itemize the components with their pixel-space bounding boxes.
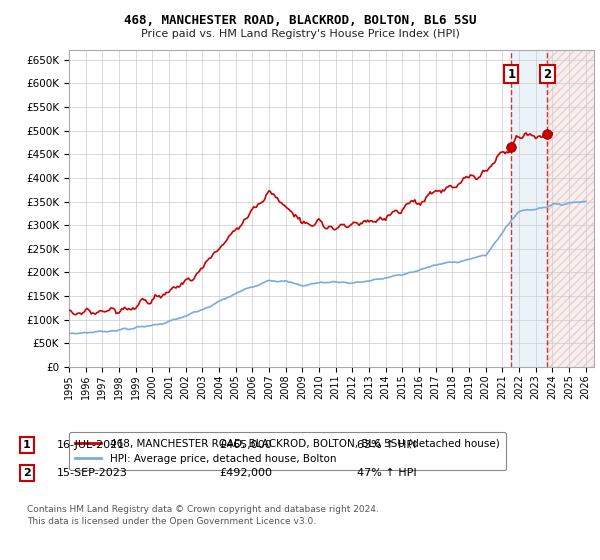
Text: 63% ↑ HPI: 63% ↑ HPI [357, 440, 416, 450]
Bar [511, 50, 547, 367]
Text: £492,000: £492,000 [219, 468, 272, 478]
Text: Contains HM Land Registry data © Crown copyright and database right 2024.
This d: Contains HM Land Registry data © Crown c… [27, 505, 379, 526]
Text: Price paid vs. HM Land Registry's House Price Index (HPI): Price paid vs. HM Land Registry's House … [140, 29, 460, 39]
Bar [547, 50, 594, 367]
Bar [547, 50, 594, 367]
Text: 468, MANCHESTER ROAD, BLACKROD, BOLTON, BL6 5SU: 468, MANCHESTER ROAD, BLACKROD, BOLTON, … [124, 14, 476, 27]
Text: 1: 1 [507, 68, 515, 81]
Text: 2: 2 [544, 68, 551, 81]
Legend: 468, MANCHESTER ROAD, BLACKROD, BOLTON, BL6 5SU (detached house), HPI: Average p: 468, MANCHESTER ROAD, BLACKROD, BOLTON, … [69, 432, 506, 470]
Text: 16-JUL-2021: 16-JUL-2021 [57, 440, 125, 450]
Text: 15-SEP-2023: 15-SEP-2023 [57, 468, 128, 478]
Text: 47% ↑ HPI: 47% ↑ HPI [357, 468, 416, 478]
Text: £465,000: £465,000 [219, 440, 272, 450]
Text: 2: 2 [23, 468, 31, 478]
Text: 1: 1 [23, 440, 31, 450]
